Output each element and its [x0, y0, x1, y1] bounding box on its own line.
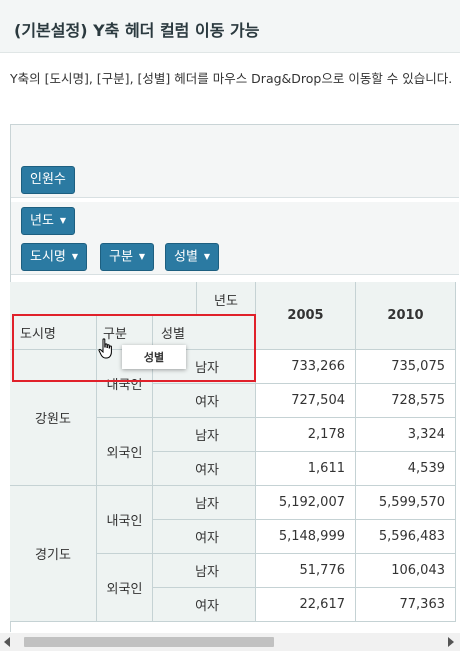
value-cell[interactable]: 728,575	[356, 384, 456, 418]
value-text: 22,617	[299, 597, 346, 612]
value-cell[interactable]: 51,776	[256, 554, 356, 588]
row-label-type: 외국인	[97, 554, 153, 622]
value-cell[interactable]: 5,599,570	[356, 486, 456, 520]
value-cell[interactable]: 4,539	[356, 452, 456, 486]
row-header-sex[interactable]: 성별	[153, 316, 256, 350]
sex-label: 여자	[195, 599, 219, 614]
row-label-sex: 여자	[153, 384, 256, 418]
chip-row-city[interactable]: 도시명 ▼	[21, 243, 88, 271]
value-cell[interactable]: 5,192,007	[256, 486, 356, 520]
city-label: 경기도	[35, 548, 71, 563]
sex-label: 남자	[195, 429, 219, 444]
chip-value-population[interactable]: 인원수	[21, 166, 75, 194]
type-label: 외국인	[106, 446, 143, 461]
chevron-down-icon[interactable]: ▼	[203, 252, 211, 261]
row-label-sex: 여자	[153, 452, 256, 486]
value-text: 5,148,999	[278, 529, 345, 544]
column-header-2005[interactable]: 2005	[256, 282, 356, 350]
value-cell[interactable]: 733,266	[256, 350, 356, 384]
page-title: (기본설정) Y축 헤더 컬럼 이동 가능	[14, 21, 260, 40]
row-label-type: 내국인	[97, 486, 153, 554]
title-bar: (기본설정) Y축 헤더 컬럼 이동 가능	[0, 0, 460, 53]
chip-row-type[interactable]: 구분 ▼	[100, 243, 155, 271]
row-label-sex: 남자	[153, 554, 256, 588]
value-text: 3,324	[407, 427, 445, 442]
value-text: 728,575	[391, 393, 445, 408]
row-label-sex: 여자	[153, 588, 256, 622]
row-label-sex: 남자	[153, 486, 256, 520]
value-cell[interactable]: 5,596,483	[356, 520, 456, 554]
value-text: 735,075	[391, 359, 445, 374]
city-label: 강원도	[35, 412, 71, 427]
value-cell[interactable]: 22,617	[256, 588, 356, 622]
row-label-sex: 여자	[153, 520, 256, 554]
scrollbar-thumb[interactable]	[24, 637, 274, 647]
column-field-text: 년도	[214, 293, 238, 309]
sex-label: 남자	[195, 565, 219, 580]
row-header-label: 성별	[161, 327, 185, 342]
chip-label: 년도	[30, 213, 54, 229]
horizontal-scrollbar[interactable]	[0, 633, 460, 651]
scroll-left-arrow-icon[interactable]	[4, 637, 10, 647]
header-empty	[10, 282, 196, 316]
value-text: 4,539	[407, 461, 445, 476]
value-text: 5,596,483	[378, 529, 445, 544]
value-cell[interactable]: 2,178	[256, 418, 356, 452]
column-field-label: 년도	[196, 282, 256, 316]
row-label-city: 경기도	[10, 486, 97, 622]
value-cell[interactable]: 727,504	[256, 384, 356, 418]
value-text: 77,363	[399, 597, 446, 612]
chevron-down-icon[interactable]: ▼	[71, 252, 79, 261]
row-header-label: 구분	[103, 327, 127, 342]
chip-row-sex[interactable]: 성별 ▼	[165, 243, 220, 271]
value-cell[interactable]: 106,043	[356, 554, 456, 588]
value-cell[interactable]: 1,611	[256, 452, 356, 486]
drag-ghost-chip: 성별	[122, 345, 186, 369]
value-cell[interactable]: 5,148,999	[256, 520, 356, 554]
row-header-city[interactable]: 도시명	[10, 316, 97, 350]
value-zone: 인원수	[11, 161, 459, 198]
sex-label: 여자	[195, 395, 219, 410]
value-text: 733,266	[291, 359, 345, 374]
value-text: 5,599,570	[378, 495, 445, 510]
value-text: 106,043	[391, 563, 445, 578]
chevron-down-icon[interactable]: ▼	[138, 252, 146, 261]
chip-label: 도시명	[30, 249, 66, 265]
chevron-down-icon[interactable]: ▼	[59, 216, 67, 225]
value-text: 51,776	[299, 563, 346, 578]
hand-cursor-icon	[98, 338, 112, 359]
chip-column-year[interactable]: 년도 ▼	[21, 207, 76, 235]
row-label-city: 강원도	[10, 350, 97, 486]
scroll-right-arrow-icon[interactable]	[448, 637, 454, 647]
value-cell[interactable]: 735,075	[356, 350, 456, 384]
row-label-sex: 남자	[153, 418, 256, 452]
type-label: 내국인	[106, 378, 143, 393]
type-label: 외국인	[106, 582, 143, 597]
value-text: 1,611	[307, 461, 345, 476]
value-text: 5,192,007	[278, 495, 345, 510]
column-header-2010[interactable]: 2010	[356, 282, 456, 350]
value-text: 2,178	[307, 427, 345, 442]
chip-label: 성별	[174, 249, 198, 265]
chip-label: 인원수	[30, 172, 66, 187]
chip-label: 구분	[109, 249, 133, 265]
drag-ghost-label: 성별	[143, 351, 165, 364]
drop-zone-empty[interactable]	[11, 125, 459, 162]
page-description: Y축의 [도시명], [구분], [성별] 헤더를 마우스 Drag&Drop으…	[10, 71, 453, 86]
year-label: 2010	[387, 308, 424, 323]
value-cell[interactable]: 77,363	[356, 588, 456, 622]
row-zone: 도시명 ▼ 구분 ▼ 성별 ▼	[11, 238, 459, 275]
value-text: 727,504	[291, 393, 345, 408]
type-label: 내국인	[106, 514, 143, 529]
row-label-type: 외국인	[97, 418, 153, 486]
sex-label: 남자	[195, 361, 219, 376]
year-label: 2005	[287, 308, 324, 323]
column-zone: 년도 ▼	[11, 202, 459, 239]
row-header-label: 도시명	[20, 327, 56, 342]
sex-label: 여자	[195, 531, 219, 546]
sex-label: 여자	[195, 463, 219, 478]
value-cell[interactable]: 3,324	[356, 418, 456, 452]
sex-label: 남자	[195, 497, 219, 512]
